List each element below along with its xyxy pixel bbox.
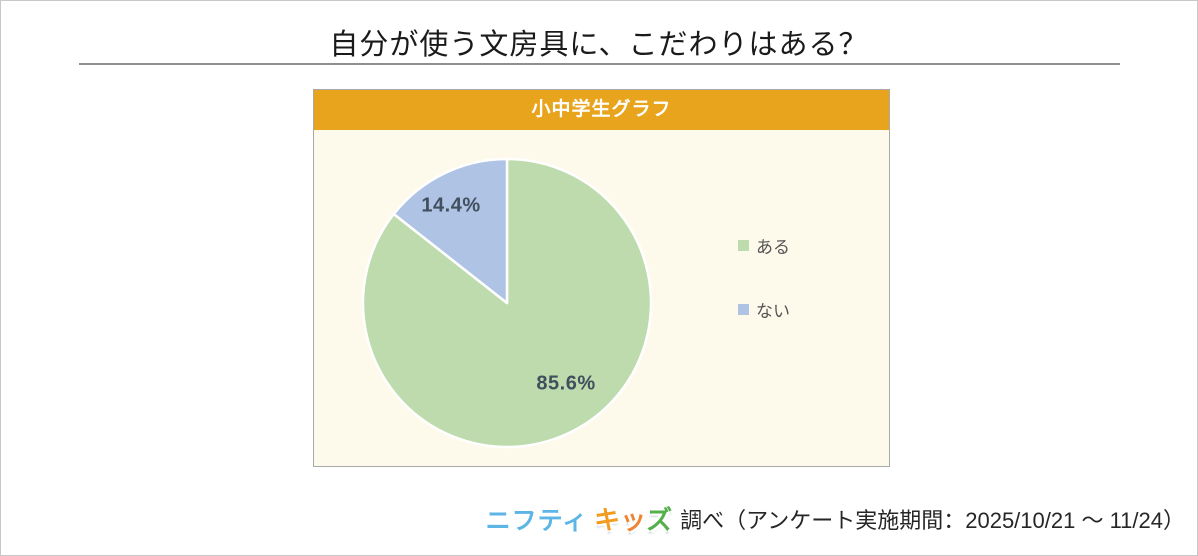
title-divider [79,63,1120,65]
chart-panel-header: 小中学生グラフ [314,90,889,130]
legend-item-nai: ない [738,298,790,321]
nifty-logo: ニフティ [485,506,589,535]
legend-label-aru: ある [756,237,790,257]
kids-logo-char: ッ [620,505,647,535]
chart-body: 85.6% 14.4% ある ない [314,130,889,466]
kids-logo-char: ズ [646,505,673,535]
legend-swatch-aru-icon [738,239,749,251]
chart-panel: 小中学生グラフ 85.6% 14.4% ある ない [313,89,890,467]
pie-chart [361,157,653,449]
footer-attribution: ニフティ キッズ 調べ（アンケート実施期間：2025/10/21 ～ 11/24… [486,500,1185,537]
legend-label-nai: ない [756,301,790,321]
pie-slice-label-aru: 85.6% [536,372,596,395]
kids-logo-char: キ [594,505,621,535]
survey-period-note: 調べ（アンケート実施期間：2025/10/21 ～ 11/24） [680,507,1185,533]
legend: ある ない [738,234,790,362]
pie-slice-label-nai: 14.4% [421,194,481,217]
page-title: 自分が使う文房具に、こだわりはある？ [329,29,869,61]
legend-swatch-nai-icon [738,303,749,315]
pie-slice-ない [392,157,509,305]
kids-logo: キッズ [594,500,672,537]
legend-item-aru: ある [738,234,790,257]
